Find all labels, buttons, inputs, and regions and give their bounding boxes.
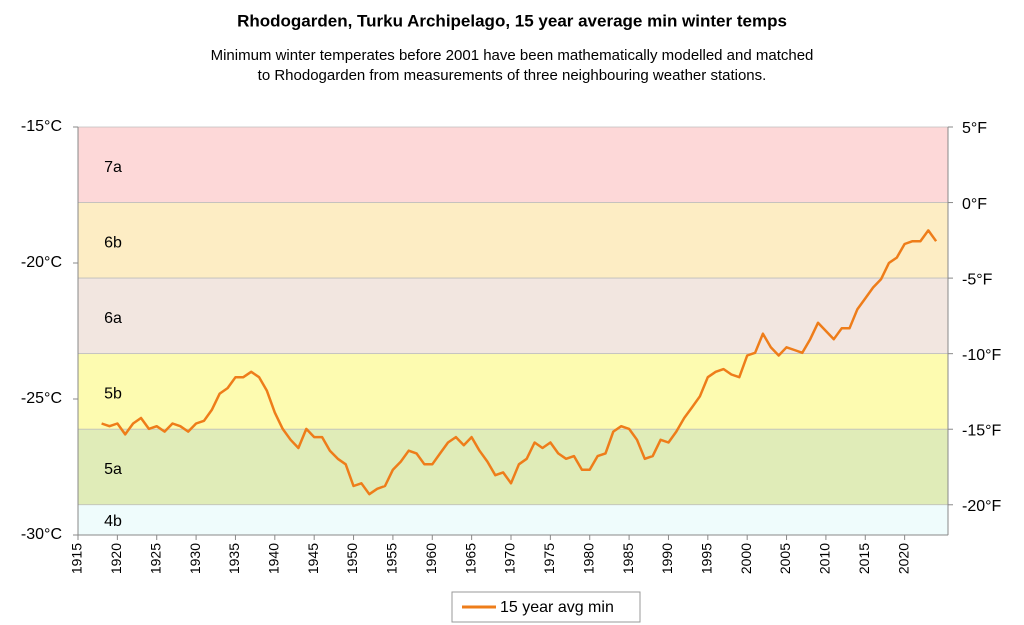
- x-tick-label: 1980: [580, 543, 596, 574]
- zone-label: 4b: [104, 513, 122, 530]
- y2-tick-label: 0°F: [962, 196, 987, 213]
- zone-label: 6b: [104, 235, 122, 252]
- x-tick-label: 2005: [777, 543, 793, 574]
- y-tick-label: -15°C: [21, 118, 62, 135]
- zone-band: [77, 277, 949, 355]
- x-tick-label: 2000: [738, 543, 754, 574]
- x-tick-label: 1930: [187, 543, 203, 574]
- x-tick-label: 1985: [620, 543, 636, 574]
- x-tick-label: 1925: [147, 543, 163, 574]
- x-tick-label: 2015: [856, 543, 872, 574]
- zone-label: 6a: [104, 310, 122, 327]
- x-tick-label: 2020: [895, 543, 911, 574]
- x-tick-label: 1995: [699, 543, 715, 574]
- y-tick-label: -30°C: [21, 526, 62, 543]
- y2-tick-label: -20°F: [962, 498, 1002, 515]
- y-tick-label: -25°C: [21, 390, 62, 407]
- zone-band: [77, 353, 949, 430]
- chart-subtitle: to Rhodogarden from measurements of thre…: [258, 67, 767, 84]
- zone-label: 5a: [104, 461, 122, 478]
- chart-subtitle: Minimum winter temperates before 2001 ha…: [211, 47, 814, 64]
- x-tick-label: 1965: [462, 543, 478, 574]
- data-line: [101, 229, 938, 496]
- zone-band: [77, 504, 949, 536]
- y2-tick-label: -15°F: [962, 422, 1002, 439]
- x-tick-label: 1915: [69, 543, 85, 574]
- x-tick-label: 1975: [541, 543, 557, 574]
- x-tick-label: 1960: [423, 543, 439, 574]
- x-tick-label: 1945: [305, 543, 321, 574]
- x-tick-label: 1990: [659, 543, 675, 574]
- x-tick-label: 1920: [108, 543, 124, 574]
- x-tick-label: 1940: [266, 543, 282, 574]
- y-tick-label: -20°C: [21, 254, 62, 271]
- zone-label: 5b: [104, 386, 122, 403]
- x-tick-label: 1955: [384, 543, 400, 574]
- y2-tick-label: -5°F: [962, 271, 993, 288]
- zone-band: [77, 126, 949, 203]
- y2-tick-label: 5°F: [962, 120, 987, 137]
- x-tick-label: 2010: [817, 543, 833, 574]
- zone-band: [77, 202, 949, 279]
- x-tick-label: 1970: [502, 543, 518, 574]
- chart-title: Rhodogarden, Turku Archipelago, 15 year …: [237, 11, 787, 30]
- zone-band: [77, 428, 949, 506]
- y2-tick-label: -10°F: [962, 347, 1002, 364]
- zone-label: 7a: [104, 159, 122, 176]
- legend-label: 15 year avg min: [500, 599, 614, 616]
- x-tick-label: 1935: [226, 543, 242, 574]
- x-tick-label: 1950: [344, 543, 360, 574]
